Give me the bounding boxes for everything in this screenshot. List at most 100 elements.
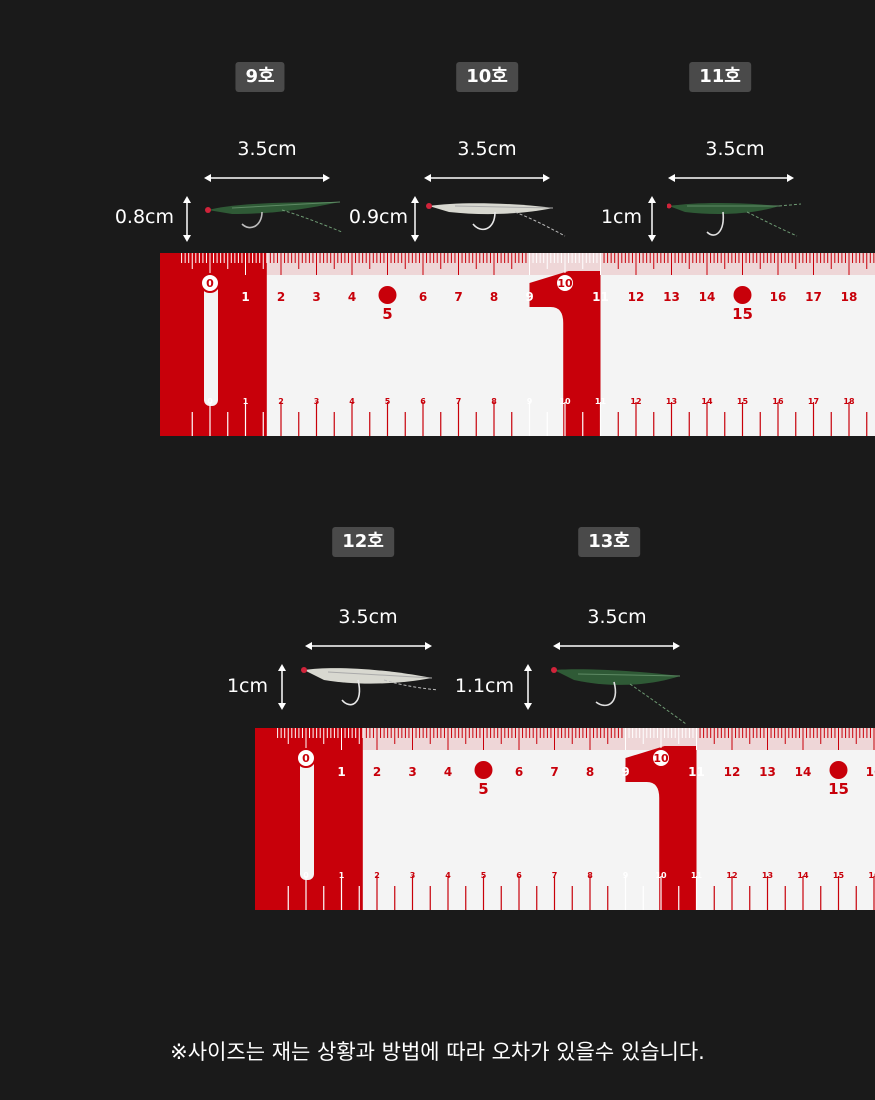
ruler-top-number-top: 18 [841,290,858,304]
lure-image-11 [666,196,805,246]
ruler-bottom-number-bottom: 1 [339,871,345,880]
width-label-11: 1cm [600,206,642,228]
lure-image-13 [550,664,690,730]
ruler-top-number-bottom: 1 [243,397,249,406]
ruler-top-number-top: 10 [557,277,573,290]
width-label-9: 0.8cm [114,206,174,228]
ruler-bottom-number-bottom: 6 [516,871,522,880]
ruler-top-number-bottom: 3 [314,397,320,406]
ruler-top-dot-marker [378,286,397,304]
length-arrow-10 [424,172,550,184]
ruler-top-number-bottom: 6 [420,397,426,406]
ruler-top-number-top: 13 [663,290,680,304]
ruler-bottom-number-top: 12 [724,765,741,779]
ruler-top-number-top: 3 [312,290,320,304]
ruler-top-number-top: 11 [592,290,609,304]
ruler-bottom-number-bottom: 0 [303,871,309,880]
ruler-bottom: 0123456789101112131415160123456789101112… [255,728,875,910]
width-label-12: 1cm [226,675,268,697]
ruler-bottom-circle-marker [651,748,671,768]
lure-image-9 [202,196,344,240]
width-label-13: 1.1cm [454,675,514,697]
ruler-bottom-number-bottom: 15 [833,871,845,880]
ruler-bottom-number-top: 7 [550,765,558,779]
ruler-top-number-top: 14 [699,290,716,304]
ruler-top-number-top: 4 [348,290,356,304]
ruler-bottom-dot-marker [829,761,848,779]
length-label-9: 3.5cm [237,138,297,160]
ruler-bottom-number-top: 13 [759,765,776,779]
lure-image-10 [425,196,570,244]
ruler-top-number-top: 8 [490,290,498,304]
ruler-bottom-number-bottom: 16 [868,871,875,880]
width-arrow-12 [276,664,288,710]
ruler-top-number-top: 9 [525,290,533,304]
length-arrow-9 [204,172,330,184]
ruler-bottom-number-top: 0 [302,752,310,765]
size-disclaimer-note: ※사이즈는 재는 상황과 방법에 따라 오차가 있을수 있습니다. [170,1040,705,1064]
ruler-top-number-bottom: 15 [737,397,749,406]
ruler-top-number-bottom: 4 [349,397,355,406]
ruler-top-number-bottom: 12 [630,397,641,406]
width-arrow-10 [409,196,421,242]
ruler-top-number-bottom: 10 [559,397,571,406]
width-arrow-13 [522,664,534,710]
ruler-bottom-number-top: 8 [586,765,594,779]
ruler-top-dot-marker [733,286,752,304]
ruler-bottom-number-bottom: 3 [410,871,416,880]
ruler-bottom-number-bottom: 8 [587,871,593,880]
ruler-top-number-bottom: 16 [772,397,784,406]
ruler-top-number-top: 2 [277,290,285,304]
ruler-bottom-dot-marker [474,761,493,779]
length-arrow-13 [553,640,680,652]
size-badge-11: 11호 [689,62,751,92]
ruler-top-number-bottom: 9 [527,397,533,406]
ruler-top-number-top: 1 [241,290,249,304]
ruler-bottom-number-bottom: 11 [691,871,703,880]
ruler-bottom-number-top: 15 [828,780,849,798]
ruler-bottom-number-top: 3 [408,765,416,779]
ruler-bottom-number-bottom: 13 [762,871,773,880]
ruler-top-number-bottom: 2 [278,397,284,406]
length-label-10: 3.5cm [457,138,517,160]
ruler-bottom-number-top: 16 [866,765,875,779]
ruler-bottom-number-top: 9 [621,765,629,779]
ruler-top-number-bottom: 7 [456,397,462,406]
width-arrow-9 [181,196,193,242]
size-badge-13: 13호 [578,527,640,557]
ruler-bottom-circle-marker [296,748,316,768]
ruler-bottom-number-top: 14 [795,765,812,779]
ruler-bottom-number-bottom: 14 [797,871,809,880]
ruler-bottom-number-top: 10 [653,752,669,765]
ruler-bottom-number-top: 11 [688,765,705,779]
ruler-bottom-number-bottom: 12 [726,871,737,880]
ruler-top-number-top: 7 [454,290,462,304]
ruler-top-number-top: 15 [732,305,753,323]
length-label-11: 3.5cm [705,138,765,160]
ruler-top-circle-marker [200,273,220,293]
ruler-top-number-bottom: 8 [491,397,497,406]
ruler-top-number-bottom: 13 [666,397,677,406]
length-arrow-12 [305,640,432,652]
ruler-top-number-top: 12 [628,290,645,304]
width-arrow-11 [646,196,658,242]
ruler-top-number-top: 0 [206,277,214,290]
ruler-top-number-bottom: 14 [701,397,713,406]
width-label-10: 0.9cm [348,206,408,228]
ruler-top-number-top: 6 [419,290,427,304]
ruler-top-number-bottom: 0 [207,397,213,406]
ruler-bottom-number-top: 6 [515,765,523,779]
ruler-top-number-bottom: 11 [595,397,607,406]
ruler-bottom-number-top: 2 [373,765,381,779]
ruler-bottom-number-top: 4 [444,765,452,779]
size-badge-9: 9호 [235,62,285,92]
ruler-top-number-bottom: 5 [385,397,391,406]
ruler-top: 0 1 2 3 4 5 6 7 8 9 10 11 12 13 14 15 16 17 18 0 1 2 3 4 5 6 7 8 9 10… [160,253,875,436]
length-arrow-11 [668,172,794,184]
ruler-top-circle-marker [555,273,575,293]
ruler-bottom-number-bottom: 10 [655,871,667,880]
size-badge-10: 10호 [456,62,518,92]
length-label-12: 3.5cm [338,606,398,628]
ruler-bottom-number-top: 5 [478,780,488,798]
ruler-bottom-number-bottom: 9 [623,871,629,880]
